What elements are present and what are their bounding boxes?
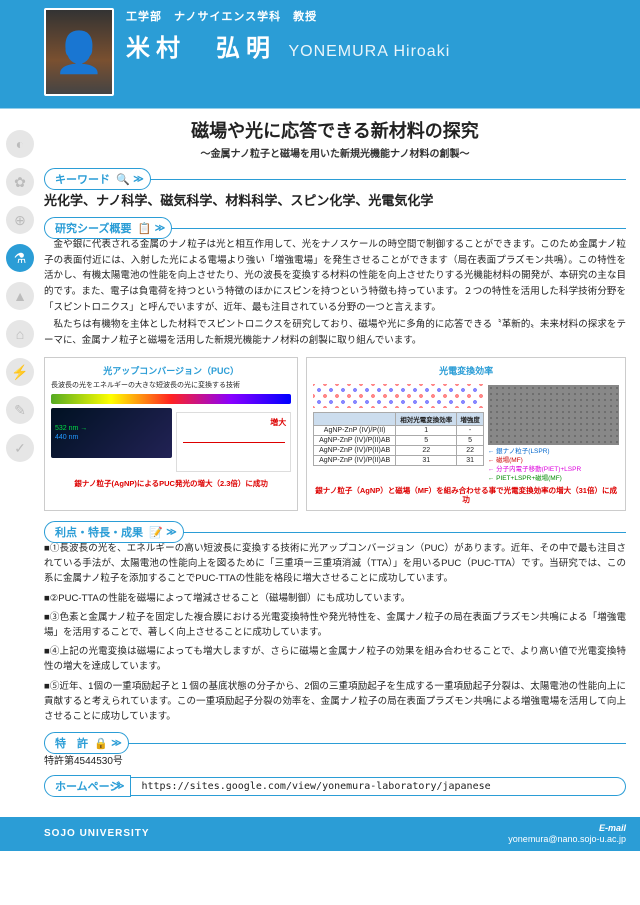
section-tag-keyword: キーワード 🔍 (44, 168, 151, 190)
page: ◐ ✿ ⊕ ⚗ ▲ ⌂ ⚡ ✎ ✓ 👤 工学部 ナノサイエンス学科 教授 米村 … (0, 0, 640, 905)
profile-photo: 👤 (44, 8, 114, 96)
section-tag-merits: 利点・特長・成果 📝 (44, 521, 184, 543)
section-tag-patent: 特 許 🔒 (44, 732, 129, 754)
legend-item: ← 磁場(MF) (488, 456, 619, 465)
university-name: SOJO UNIVERSITY (44, 828, 150, 839)
figure-row: 光アップコンバージョン（PUC） 長波長の光をエネルギーの大きな短波長の光に変換… (44, 357, 626, 511)
keywords-text: 光化学、ナノ科学、磁気科学、材料科学、スピン化学、光電気化学 (44, 190, 626, 209)
email-label: E-mail (599, 823, 626, 833)
figure-title: 光電変換効率 (313, 364, 619, 377)
section-tag-label: 利点・特長・成果 (55, 524, 143, 540)
email-block: E-mail yonemura@nano.sojo-u.ac.jp (508, 823, 626, 845)
magnifier-icon: 🔍 (116, 173, 130, 186)
table-head: 相対光電変換効率 (396, 412, 457, 425)
molecule-schematic (313, 384, 484, 408)
table-cell: 1 (396, 425, 457, 435)
table-cell: AgNP-ZnP (IV)/P(II)AB (314, 445, 396, 455)
list-item: ■③色素と金属ナノ粒子を固定した複合膜における光電変換特性や発光特性を、金属ナノ… (44, 610, 626, 640)
section-tag-label: 特 許 (55, 735, 88, 751)
table-cell: 31 (457, 455, 483, 465)
name-japanese: 米村 弘明 (126, 35, 276, 62)
list-item: ■⑤近年、1個の一重項励起子と１個の基底状態の分子から、2個の三重項励起子を生成… (44, 679, 626, 725)
sidebar-icon: ◐ (6, 130, 34, 158)
sidebar-icon: ✎ (6, 396, 34, 424)
header-meta: 工学部 ナノサイエンス学科 教授 米村 弘明 YONEMURA Hiroaki (126, 8, 628, 63)
section-tag-label: 研究シーズ概要 (55, 220, 131, 236)
overview-paragraph: 金や銀に代表される金属のナノ粒子は光と相互作用して、光をナノスケールの時空間で制… (44, 237, 626, 315)
patent-number: 特許第4544530号 (44, 752, 626, 767)
name-english: YONEMURA Hiroaki (288, 43, 450, 60)
legend-item: ← 分子内電子移動(PIET)+LSPR (488, 465, 619, 474)
figure-caption: 銀ナノ粒子（AgNP）と磁場（MF）を組み合わせる事で光電変換効率の増大（31倍… (313, 486, 619, 504)
email-address[interactable]: yonemura@nano.sojo-u.ac.jp (508, 834, 626, 844)
table-cell: - (457, 425, 483, 435)
legend-item: ← PIET+LSPR+磁場(MF) (488, 474, 619, 483)
table-cell: AgNP-ZnP (IV)/P(II) (314, 425, 396, 435)
figure-right: 光電変換効率 相対光電変換効率 増強度 AgNP-ZnP (IV)/P(II)1… (306, 357, 626, 511)
header: 👤 工学部 ナノサイエンス学科 教授 米村 弘明 YONEMURA Hiroak… (0, 0, 640, 105)
sidebar-icon: ▲ (6, 282, 34, 310)
section-tag-label: ホームページ (55, 778, 120, 794)
spectrum-bar (51, 394, 291, 404)
sidebar-icon-strip: ◐ ✿ ⊕ ⚗ ▲ ⌂ ⚡ ✎ ✓ (6, 130, 36, 462)
list-item: ■②PUC-TTAの性能を磁場によって増減させること（磁場制御）にも成功していま… (44, 591, 626, 606)
sidebar-icon: ✓ (6, 434, 34, 462)
divider (44, 743, 626, 744)
note-icon: 📝 (149, 526, 163, 539)
graph-annotation: 増大 (270, 417, 286, 428)
sem-image-placeholder (488, 385, 619, 445)
figure-legend: ← 銀ナノ粒子(LSPR) ← 磁場(MF) ← 分子内電子移動(PIET)+L… (488, 447, 619, 483)
sidebar-icon: ⌂ (6, 320, 34, 348)
wavelength-label: 440 nm (55, 434, 168, 441)
merits-list: ■①長波長の光を、エネルギーの高い短波長に変換する技術に光アップコンバージョン（… (44, 541, 626, 724)
section-tag-homepage: ホームページ (44, 775, 131, 797)
footer: SOJO UNIVERSITY E-mail yonemura@nano.soj… (0, 817, 640, 851)
content: 磁場や光に応答できる新材料の探究 〜金属ナノ粒子と磁場を用いた新規光機能ナノ材料… (0, 105, 640, 817)
table-cell: 31 (396, 455, 457, 465)
clipboard-icon: 📋 (137, 222, 151, 235)
table-cell: 5 (396, 435, 457, 445)
photo-placeholder: 532 nm → 440 nm (51, 408, 172, 458)
affiliation: 工学部 ナノサイエンス学科 教授 (126, 8, 628, 24)
overview-paragraph: 私たちは有機物を主体とした材料でスピントロニクスを研究しており、磁場や光に多角的… (44, 317, 626, 348)
wavelength-label: 532 nm → (55, 425, 168, 432)
sidebar-icon: ⊕ (6, 206, 34, 234)
figure-title: 光アップコンバージョン（PUC） (51, 364, 291, 377)
homepage-url[interactable]: https://sites.google.com/view/yonemura-l… (131, 777, 626, 796)
table-head: 増強度 (457, 412, 483, 425)
research-title: 磁場や光に応答できる新材料の探究 (44, 117, 626, 143)
overview-text: 金や銀に代表される金属のナノ粒子は光と相互作用して、光をナノスケールの時空間で制… (44, 237, 626, 349)
section-tag-label: キーワード (55, 171, 110, 187)
figure-note: 長波長の光をエネルギーの大きな短波長の光に変換する技術 (51, 381, 291, 390)
graph-placeholder: 増大 (176, 412, 291, 472)
table-cell: AgNP-ZnP (IV)/P(II)AB (314, 455, 396, 465)
legend-item: ← 銀ナノ粒子(LSPR) (488, 447, 619, 456)
sidebar-icon: ✿ (6, 168, 34, 196)
list-item: ■①長波長の光を、エネルギーの高い短波長に変換する技術に光アップコンバージョン（… (44, 541, 626, 587)
efficiency-table: 相対光電変換効率 増強度 AgNP-ZnP (IV)/P(II)1- AgNP-… (313, 412, 484, 466)
figure-caption: 銀ナノ粒子(AgNP)によるPUC発光の増大（2.3倍）に成功 (51, 479, 291, 488)
sidebar-icon: ⚡ (6, 358, 34, 386)
sidebar-icon-active: ⚗ (6, 244, 34, 272)
table-cell: AgNP-ZnP (IV)/P(II)AB (314, 435, 396, 445)
section-tag-overview: 研究シーズ概要 📋 (44, 217, 172, 239)
list-item: ■④上記の光電変換は磁場によっても増大しますが、さらに磁場と金属ナノ粒子の効果を… (44, 644, 626, 674)
table-cell: 22 (457, 445, 483, 455)
lock-icon: 🔒 (94, 737, 108, 750)
table-cell: 5 (457, 435, 483, 445)
table-cell: 22 (396, 445, 457, 455)
homepage-row: ホームページ https://sites.google.com/view/yon… (44, 775, 626, 797)
figure-left: 光アップコンバージョン（PUC） 長波長の光をエネルギーの大きな短波長の光に変換… (44, 357, 298, 511)
research-subtitle: 〜金属ナノ粒子と磁場を用いた新規光機能ナノ材料の創製〜 (44, 145, 626, 160)
table-head (314, 412, 396, 425)
